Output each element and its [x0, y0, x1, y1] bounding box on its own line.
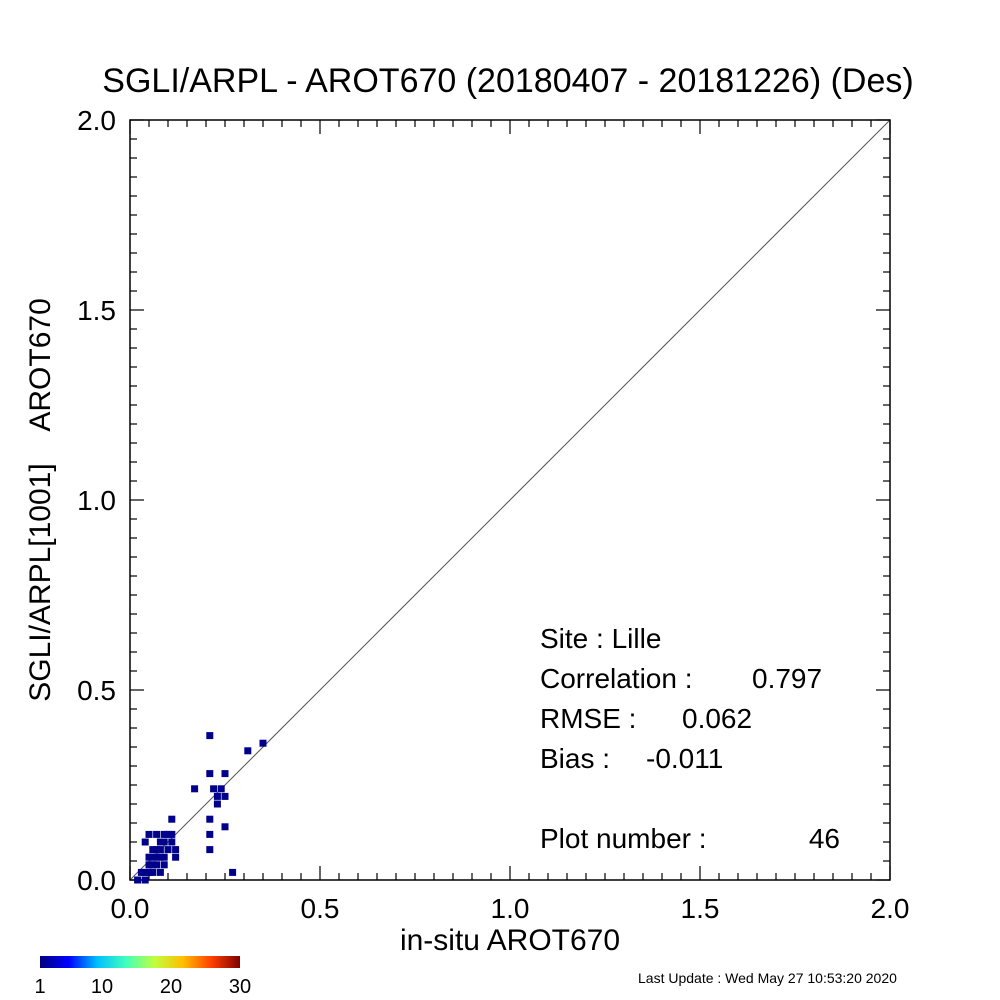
data-point [213, 792, 221, 800]
data-point [229, 868, 237, 876]
data-point [160, 861, 168, 869]
data-point [206, 770, 214, 778]
colorbar-tick-label: 1 [34, 976, 45, 998]
rmse-value: 0.062 [682, 703, 752, 734]
data-point [134, 876, 142, 884]
data-point [156, 868, 164, 876]
data-point [164, 846, 172, 854]
data-point [156, 838, 164, 846]
data-point [145, 830, 153, 838]
bias-label: Bias : [540, 743, 610, 774]
data-point [145, 868, 153, 876]
data-point [145, 861, 153, 869]
data-point [156, 846, 164, 854]
chart-title: SGLI/ARPL - AROT670 (20180407 - 20181226… [102, 62, 913, 100]
colorbar [40, 956, 240, 968]
data-point [221, 792, 229, 800]
data-point [153, 861, 161, 869]
data-point [160, 830, 168, 838]
data-point [221, 770, 229, 778]
axis-ticks [129, 119, 891, 881]
data-point [164, 830, 172, 838]
site-label: Site : Lille [540, 623, 661, 654]
y-tick-label: 0.5 [77, 675, 116, 706]
y-tick-label: 2.0 [77, 105, 116, 136]
x-tick-label: 0.5 [301, 893, 340, 924]
data-point [160, 838, 168, 846]
data-point [149, 868, 157, 876]
data-point [206, 846, 214, 854]
x-tick-label: 0.0 [111, 893, 150, 924]
colorbar-tick-label: 10 [91, 976, 113, 998]
data-points [134, 732, 267, 884]
x-tick-label: 1.0 [491, 893, 530, 924]
data-point [149, 846, 157, 854]
plot-number-value: 46 [809, 823, 840, 854]
data-point [141, 838, 149, 846]
data-point [172, 846, 180, 854]
data-point [141, 868, 149, 876]
data-point [168, 830, 176, 838]
data-point [221, 823, 229, 831]
data-point [137, 868, 145, 876]
colorbar-tick-label: 20 [160, 976, 182, 998]
y-axis-label: SGLI/ARPL[1001] AROT670 [24, 298, 57, 702]
data-point [145, 853, 153, 861]
plot-number-label: Plot number : [540, 823, 707, 854]
data-point [160, 853, 168, 861]
data-point [191, 785, 199, 793]
data-point [217, 785, 225, 793]
data-point [172, 853, 180, 861]
correlation-label: Correlation : [540, 663, 693, 694]
data-point [141, 876, 149, 884]
bias-value: -0.011 [646, 743, 723, 774]
data-point [149, 861, 157, 869]
correlation-value: 0.797 [752, 663, 822, 694]
y-tick-label: 1.0 [77, 485, 116, 516]
y-tick-labels: 0.0 0.5 1.0 1.5 2.0 [77, 105, 116, 896]
data-point [156, 853, 164, 861]
data-point [206, 815, 214, 823]
x-tick-label: 1.5 [681, 893, 720, 924]
data-point [168, 815, 176, 823]
data-point [213, 800, 221, 808]
y-tick-label: 0.0 [77, 865, 116, 896]
x-tick-label: 2.0 [871, 893, 910, 924]
last-update-text: Last Update : Wed May 27 10:53:20 2020 [638, 970, 897, 986]
data-point [259, 739, 267, 747]
data-point [206, 830, 214, 838]
stats-panel: Site : Lille Correlation : 0.797 RMSE : … [540, 623, 840, 854]
colorbar-tick-label: 30 [229, 976, 251, 998]
data-point [206, 732, 214, 740]
data-point [168, 838, 176, 846]
data-point [153, 830, 161, 838]
one-to-one-line [129, 119, 891, 881]
data-point [153, 846, 161, 854]
data-point [149, 853, 157, 861]
rmse-label: RMSE : [540, 703, 636, 734]
y-tick-label: 1.5 [77, 295, 116, 326]
data-point [244, 747, 252, 755]
data-point [210, 785, 218, 793]
x-axis-label: in-situ AROT670 [400, 924, 620, 957]
data-point [153, 853, 161, 861]
x-tick-labels: 0.0 0.5 1.0 1.5 2.0 [111, 893, 910, 924]
